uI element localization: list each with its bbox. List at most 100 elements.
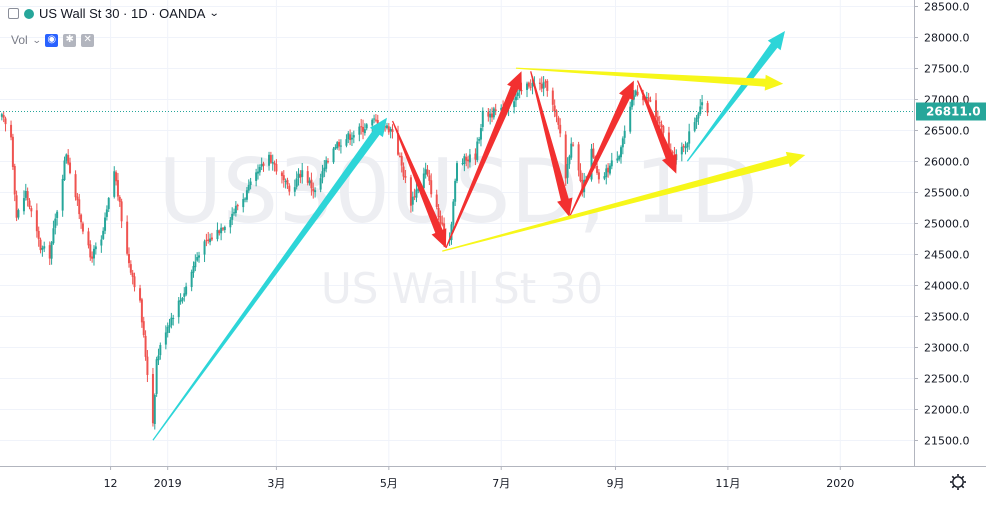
candle-body — [489, 113, 492, 118]
chevron-down-icon[interactable]: ⌄ — [209, 8, 221, 19]
candle-body — [417, 188, 420, 191]
candle-body — [649, 100, 652, 102]
red-arrow[interactable] — [530, 71, 573, 217]
candle-body — [179, 299, 182, 302]
axis-settings-button[interactable] — [950, 474, 966, 490]
candle-body — [48, 245, 51, 259]
red-arrow[interactable] — [637, 80, 677, 174]
symbol-title[interactable]: US Wall St 30 · 1D · OANDA — [39, 6, 206, 21]
candle-body — [39, 239, 42, 251]
candle-body — [623, 130, 626, 138]
candle-body — [620, 147, 623, 158]
candle-body — [551, 90, 554, 105]
candle-body — [293, 187, 296, 192]
candle-body — [424, 169, 427, 175]
candle-body — [146, 356, 149, 375]
chevron-down-icon[interactable]: ⌄ — [31, 34, 42, 45]
cyan-arrow[interactable] — [686, 31, 785, 162]
candle-body — [660, 124, 663, 128]
candle-body — [463, 156, 466, 165]
candle-body — [415, 189, 418, 198]
checkbox-icon[interactable] — [8, 8, 19, 19]
red-arrow[interactable] — [392, 120, 447, 248]
candle-body — [400, 155, 403, 166]
candle-body — [365, 124, 368, 129]
candle-body — [345, 139, 348, 146]
candle-body — [37, 230, 40, 240]
candle-body — [577, 144, 580, 171]
gear-icon[interactable]: ✱ — [63, 33, 77, 47]
candle-body — [255, 172, 258, 181]
candle-body — [655, 100, 658, 118]
price-tick-label: 26000.0 — [924, 156, 970, 169]
candle-body — [476, 141, 479, 161]
candle-body — [373, 118, 376, 120]
red-arrow[interactable] — [445, 71, 522, 249]
candle-body — [389, 128, 392, 132]
gear-icon-teeth — [950, 474, 966, 490]
candle-body — [209, 238, 212, 243]
candle-body — [391, 129, 394, 132]
candle-body — [223, 226, 226, 231]
candle-body — [102, 230, 105, 239]
drawing-annotations[interactable] — [152, 31, 806, 441]
candle-body — [203, 241, 206, 255]
candle-body — [616, 158, 619, 161]
candle-body — [327, 161, 330, 163]
price-tick-label: 26500.0 — [924, 125, 970, 138]
candle-body — [454, 180, 457, 202]
time-axis-bg[interactable] — [0, 466, 986, 500]
candle-body — [319, 178, 322, 190]
volume-row[interactable]: Vol ⌄ ◉ ✱ ✕ — [8, 33, 95, 47]
candle-body — [192, 266, 195, 273]
yellow-arrow[interactable] — [515, 67, 784, 91]
candle-body — [546, 80, 549, 91]
candle-body — [597, 172, 600, 180]
candle-body — [196, 256, 199, 261]
candle-body — [461, 163, 464, 165]
candle-body — [647, 97, 650, 102]
candle-body — [608, 165, 611, 174]
volume-label[interactable]: Vol — [11, 33, 28, 47]
candle-body — [54, 218, 57, 228]
candle-body — [308, 180, 311, 184]
yellow-arrow[interactable] — [442, 151, 806, 252]
candle-body — [118, 197, 121, 202]
candle-body — [631, 99, 634, 107]
candle-body — [216, 229, 219, 240]
candle-body — [275, 164, 278, 172]
eye-icon[interactable]: ◉ — [45, 33, 59, 47]
candle-body — [247, 184, 250, 191]
time-axis-ticks: 12 2019 3月 5月 7月 9月 11月 2020 — [104, 466, 854, 490]
gear-icon — [952, 476, 964, 488]
candle-body — [80, 214, 83, 223]
candle-body — [166, 326, 169, 334]
candle-body — [269, 155, 272, 163]
candle-body — [168, 325, 171, 328]
candle-body — [426, 169, 429, 175]
close-icon[interactable]: ✕ — [81, 33, 95, 47]
time-tick-label: 3月 — [267, 477, 285, 490]
candle-body — [514, 96, 517, 101]
candle-body — [284, 181, 287, 183]
symbol-row[interactable]: US Wall St 30 · 1D · OANDA ⌄ — [8, 6, 221, 21]
candle-body — [323, 167, 326, 172]
candle-body — [17, 210, 20, 218]
price-axis-bg[interactable] — [914, 0, 986, 500]
red-arrow[interactable] — [568, 80, 634, 218]
candle-body — [207, 239, 210, 241]
cyan-arrow[interactable] — [152, 117, 388, 441]
last-price-value: 26811.0 — [926, 105, 981, 119]
price-tick-label: 28500.0 — [924, 1, 970, 14]
candle-body — [157, 355, 160, 361]
candle-body — [428, 175, 431, 181]
candle-body — [92, 248, 95, 259]
candle-body — [699, 106, 702, 114]
candle-body — [15, 195, 18, 218]
time-tick-label: 12 — [104, 477, 118, 490]
candle-body — [153, 394, 156, 425]
candle-body — [557, 117, 560, 125]
